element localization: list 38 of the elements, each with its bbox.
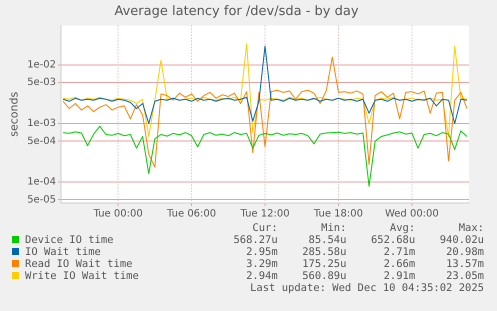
text: 2.94m [245, 270, 278, 282]
text: 2.71m [382, 246, 416, 258]
text: Cur: [251, 222, 278, 234]
text: 175.25u [301, 258, 346, 270]
legend-label: Write IO Wait time [25, 270, 139, 282]
y-tick-label: 5e-03 [27, 77, 56, 88]
y-tick-label: 1e-03 [27, 118, 56, 130]
text: Avg: [388, 222, 416, 234]
chart-title: Average latency for /dev/sda - by day [114, 4, 359, 20]
legend-label: Device IO time [25, 234, 114, 246]
text: 652.68u [370, 234, 416, 246]
text: Max: [458, 222, 484, 234]
text: 560.89u [301, 270, 346, 282]
text: Min: [320, 222, 346, 234]
text: 2.95m [245, 246, 278, 258]
legend-label: IO Wait time [25, 246, 101, 258]
y-tick-label: 1e-02 [27, 60, 56, 71]
text: 13.57m [445, 258, 484, 270]
x-tick-label: Tue 00:00 [92, 208, 143, 220]
y-tick-label: 5e-04 [27, 136, 56, 147]
text: 3.29m [245, 258, 278, 270]
legend-label: Read IO Wait time [25, 258, 132, 270]
text: 23.05m [445, 270, 484, 282]
y-tick-label: 1e-04 [27, 176, 56, 188]
text: 20.98m [445, 246, 484, 258]
x-tick-label: Tue 06:00 [166, 208, 216, 220]
text: 2.91m [382, 270, 416, 282]
text: Last update: Wed Dec 10 04:35:02 2025 [249, 282, 484, 294]
y-axis-title: seconds [7, 92, 20, 137]
x-tick-label: Wed 00:00 [384, 208, 439, 220]
text: 2.66m [382, 258, 416, 270]
x-tick-label: Tue 18:00 [312, 208, 363, 220]
text: 568.27u [232, 234, 278, 246]
y-tick-label: 5e-05 [27, 194, 56, 206]
text: 285.58u [301, 246, 346, 258]
x-tick-label: Tue 12:00 [239, 208, 290, 220]
text: 940.02u [438, 234, 484, 246]
text: 85.54u [308, 234, 346, 246]
